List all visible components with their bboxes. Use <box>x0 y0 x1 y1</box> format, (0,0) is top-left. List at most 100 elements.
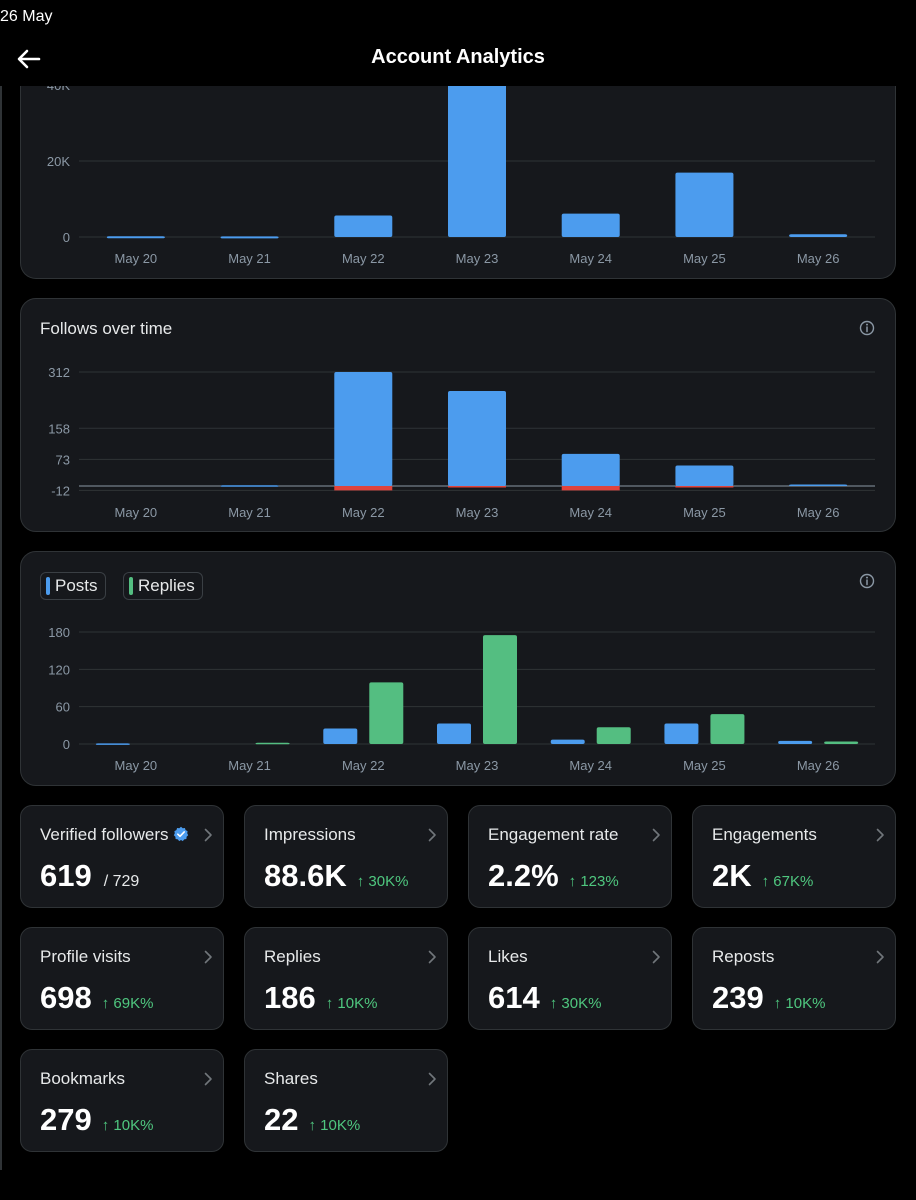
bar-impressions <box>561 213 620 237</box>
legend-posts-label: Posts <box>55 576 98 595</box>
stat-card[interactable]: Profile visits 698 ↑ 69K% <box>20 927 224 1030</box>
stat-label-text: Engagement rate <box>488 825 619 844</box>
verified-badge-icon <box>173 826 188 842</box>
stat-card[interactable]: Replies 186 ↑ 10K% <box>244 927 448 1030</box>
stat-label-text: Verified followers <box>40 825 169 844</box>
bar-replies <box>369 682 404 744</box>
x-tick-label: May 26 <box>797 251 840 266</box>
x-tick-label: May 23 <box>456 505 499 520</box>
chevron-right-icon <box>428 950 436 964</box>
x-tick-label: May 25 <box>683 758 726 773</box>
stat-card[interactable]: Impressions 88.6K ↑ 30K% <box>244 805 448 908</box>
stat-label-text: Profile visits <box>40 947 131 966</box>
legend-replies-label: Replies <box>138 576 195 595</box>
bar-follows <box>448 391 506 486</box>
bar-unfollows <box>334 486 393 491</box>
stat-value-row: 614 ↑ 30K% <box>488 980 601 1016</box>
stat-value: 614 <box>488 980 540 1015</box>
status-bar-time: 26 May <box>0 8 53 25</box>
bar-posts <box>550 739 585 744</box>
stat-value-row: 22 ↑ 10K% <box>264 1102 360 1138</box>
chevron-right-icon <box>204 950 212 964</box>
stat-label-text: Bookmarks <box>40 1069 126 1088</box>
y-tick-label: 180 <box>48 625 70 640</box>
stat-label-text: Replies <box>264 947 321 966</box>
stat-label: Verified followers <box>40 825 189 845</box>
bar-replies <box>255 742 290 745</box>
stat-label-text: Reposts <box>712 947 775 966</box>
y-tick-label: 20K <box>47 154 70 169</box>
stat-change: ↑ 69K% <box>101 995 154 1012</box>
stat-card[interactable]: Shares 22 ↑ 10K% <box>244 1049 448 1152</box>
stat-label-text: Impressions <box>264 825 356 844</box>
scroll-edge <box>0 86 2 1170</box>
x-tick-label: May 22 <box>342 251 385 266</box>
stat-value-row: 2.2% ↑ 123% <box>488 858 619 894</box>
stat-change: ↑ 10K% <box>101 1117 154 1134</box>
stat-card[interactable]: Reposts 239 ↑ 10K% <box>692 927 896 1030</box>
posts-replies-chart: 180 120 60 0 May 20 May 21 May 22 May 23 May 24 M… <box>48 625 875 773</box>
stat-total: / 729 <box>103 873 140 890</box>
bar-impressions <box>220 236 279 239</box>
chevron-right-icon <box>428 828 436 842</box>
posts-replies-chart-card: Posts Replies 180 120 60 0 May 20 May 21 May 2… <box>20 551 896 786</box>
stat-change: ↑ 10K% <box>308 1117 361 1134</box>
bar-posts <box>437 723 471 744</box>
x-tick-label: May 22 <box>342 505 385 520</box>
stat-card[interactable]: Likes 614 ↑ 30K% <box>468 927 672 1030</box>
stat-value-row: 88.6K ↑ 30K% <box>264 858 408 894</box>
bar-unfollows <box>675 486 734 488</box>
stat-label-text: Likes <box>488 947 528 966</box>
x-tick-label: May 21 <box>228 758 271 773</box>
bar-follows <box>220 485 279 487</box>
stat-value: 239 <box>712 980 764 1015</box>
x-tick-label: May 24 <box>569 251 612 266</box>
stat-change: ↑ 67K% <box>761 873 814 890</box>
stat-value: 2K <box>712 858 752 893</box>
stat-card[interactable]: Verified followers 619 / 729 <box>20 805 224 908</box>
stat-value: 2.2% <box>488 858 559 893</box>
bar-impressions <box>334 215 393 237</box>
x-tick-label: May 20 <box>115 251 158 266</box>
x-tick-label: May 21 <box>228 505 271 520</box>
y-tick-label: 312 <box>48 365 70 380</box>
stat-label: Bookmarks <box>40 1069 125 1089</box>
legend-replies[interactable]: Replies <box>123 572 203 600</box>
follows-chart: 312 158 73 -12 May 20 May 21 May 22 May 23 May 2… <box>48 365 875 520</box>
stat-card[interactable]: Engagement rate 2.2% ↑ 123% <box>468 805 672 908</box>
x-tick-label: May 26 <box>797 758 840 773</box>
stat-label-text: Shares <box>264 1069 318 1088</box>
bar-posts <box>664 723 699 744</box>
stat-card[interactable]: Engagements 2K ↑ 67K% <box>692 805 896 908</box>
chevron-right-icon <box>876 828 884 842</box>
bar-impressions <box>106 236 165 239</box>
legend-posts[interactable]: Posts <box>40 572 106 600</box>
x-tick-label: May 26 <box>797 505 840 520</box>
x-tick-label: May 20 <box>115 505 158 520</box>
info-icon[interactable] <box>859 320 875 336</box>
stat-value-row: 619 / 729 <box>40 858 139 894</box>
stat-value-row: 239 ↑ 10K% <box>712 980 825 1016</box>
bar-impressions <box>448 86 506 237</box>
stat-value: 279 <box>40 1102 92 1137</box>
bar-posts <box>323 728 358 744</box>
bar-posts <box>778 740 813 744</box>
stat-value-row: 279 ↑ 10K% <box>40 1102 153 1138</box>
stat-value-row: 186 ↑ 10K% <box>264 980 377 1016</box>
y-tick-label: 60 <box>56 700 70 715</box>
stat-label: Replies <box>264 947 321 967</box>
y-tick-label: 0 <box>63 230 70 245</box>
x-tick-label: May 23 <box>456 758 499 773</box>
stat-value: 698 <box>40 980 92 1015</box>
page-title: Account Analytics <box>371 46 545 68</box>
chevron-right-icon <box>652 828 660 842</box>
x-tick-label: May 24 <box>569 505 612 520</box>
stat-card[interactable]: Bookmarks 279 ↑ 10K% <box>20 1049 224 1152</box>
bar-impressions <box>789 234 848 237</box>
back-button[interactable] <box>14 44 44 74</box>
bar-replies <box>710 714 745 744</box>
y-tick-label: 158 <box>48 421 70 436</box>
info-icon[interactable] <box>859 573 875 589</box>
stat-value: 22 <box>264 1102 299 1137</box>
x-tick-label: May 21 <box>228 251 271 266</box>
